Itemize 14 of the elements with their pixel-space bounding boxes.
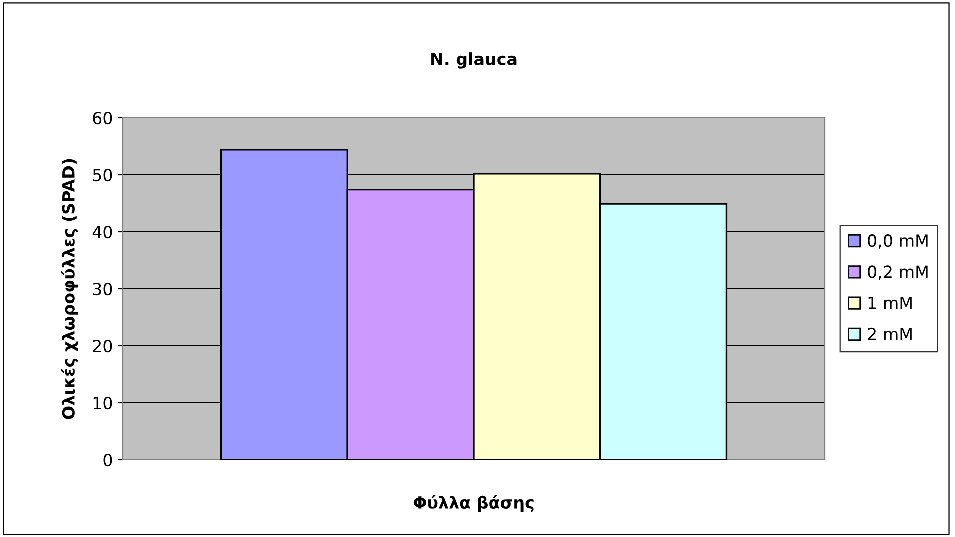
legend-label: 0,0 mM xyxy=(868,234,928,249)
y-tick-label: 30 xyxy=(93,282,112,296)
x-axis-title: Φύλλα βάσης xyxy=(414,495,534,512)
y-tick-label: 10 xyxy=(94,396,112,410)
chart-title: N. glauca xyxy=(432,52,517,69)
legend-label: 2 mM xyxy=(868,328,912,340)
y-tick-label: 0 xyxy=(104,454,112,467)
y-tick-label: 60 xyxy=(93,112,112,125)
y-tick-label: 40 xyxy=(92,226,112,239)
y-tick-label: 20 xyxy=(93,340,112,353)
legend-label: 1 mM xyxy=(868,297,912,310)
y-tick-label: 50 xyxy=(93,168,112,182)
legend-label: 0,2 mM xyxy=(868,266,928,280)
y-axis-title: Ολικές χλωροφύλλες (SPAD) xyxy=(61,159,78,420)
